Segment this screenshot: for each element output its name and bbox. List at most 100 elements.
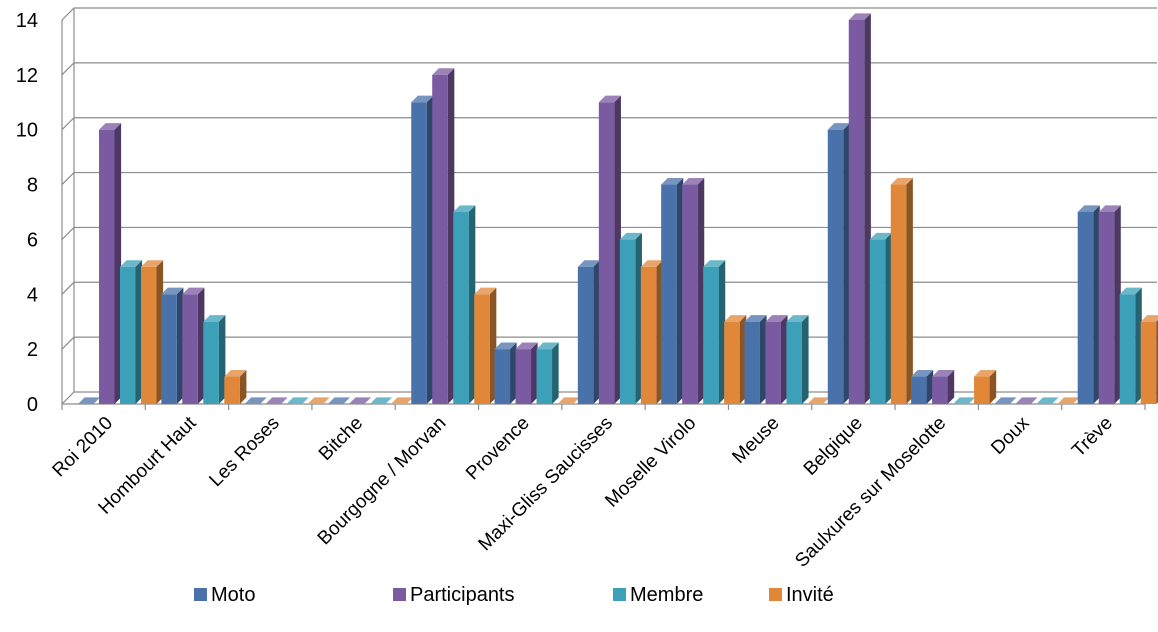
bar bbox=[807, 397, 830, 404]
legend-item: Membre bbox=[613, 584, 703, 606]
bar bbox=[411, 95, 434, 405]
bar-top bbox=[432, 68, 455, 75]
bar bbox=[974, 369, 997, 404]
bar bbox=[432, 68, 455, 404]
bar-front bbox=[494, 349, 511, 404]
bar bbox=[1036, 397, 1059, 404]
bar bbox=[577, 260, 600, 404]
bar-front bbox=[661, 184, 677, 404]
legend-swatch bbox=[393, 588, 406, 601]
legend-label: Moto bbox=[211, 584, 255, 606]
bar-top bbox=[99, 123, 122, 130]
bar-front bbox=[1098, 212, 1115, 404]
bar bbox=[994, 397, 1017, 404]
bar-side bbox=[593, 260, 600, 404]
bar-top bbox=[244, 397, 267, 404]
bar-top bbox=[598, 95, 621, 103]
bar-front bbox=[703, 266, 719, 404]
bar-front bbox=[515, 349, 532, 404]
bar bbox=[932, 369, 955, 404]
bar bbox=[827, 123, 850, 404]
bar-front bbox=[682, 184, 698, 404]
bar-front bbox=[1119, 294, 1136, 404]
y-tick-label: 8 bbox=[27, 175, 38, 197]
bar-front bbox=[932, 376, 948, 404]
bar-side bbox=[697, 177, 705, 404]
x-tick-label: Meuse bbox=[728, 413, 783, 468]
bar-top bbox=[1098, 205, 1121, 212]
x-tick-label: Maxi-Gliss Saucisses bbox=[475, 413, 618, 556]
bar bbox=[703, 260, 726, 404]
bar-side bbox=[864, 13, 871, 405]
bar bbox=[515, 342, 538, 404]
bar bbox=[890, 177, 913, 404]
bar-top bbox=[348, 397, 372, 404]
bar-front bbox=[744, 321, 760, 404]
y-axis-ticks: 0 2 4 6 8 10 12 14 bbox=[16, 10, 38, 416]
bar-top bbox=[911, 369, 934, 377]
bar-top bbox=[307, 397, 330, 404]
bar bbox=[953, 397, 976, 404]
bar-top bbox=[744, 315, 767, 322]
bar-top bbox=[453, 205, 476, 212]
legend-item: Participants bbox=[393, 584, 515, 606]
bar-top bbox=[1057, 397, 1080, 404]
bar-top bbox=[141, 260, 164, 267]
bar-top bbox=[515, 342, 538, 350]
legend-swatch bbox=[194, 588, 207, 601]
bar bbox=[724, 315, 747, 404]
bar-top bbox=[974, 369, 997, 377]
y-tick-label: 0 bbox=[27, 394, 38, 416]
gridline bbox=[61, 62, 1157, 76]
bar-side bbox=[135, 260, 143, 404]
bar bbox=[265, 397, 288, 404]
bar bbox=[99, 123, 122, 404]
y-tick-label: 6 bbox=[27, 229, 38, 251]
bar-front bbox=[453, 212, 469, 404]
bar-front bbox=[99, 129, 115, 404]
bar bbox=[348, 397, 372, 404]
bar-top bbox=[1036, 397, 1059, 404]
bar-top bbox=[765, 315, 788, 322]
bar-top bbox=[265, 397, 288, 404]
gridline bbox=[61, 7, 1157, 21]
bar bbox=[474, 287, 497, 404]
bar-top bbox=[120, 260, 143, 267]
bar-front bbox=[890, 184, 907, 404]
bar-top bbox=[848, 13, 871, 20]
bar-front bbox=[765, 321, 781, 404]
bar-side bbox=[718, 260, 726, 404]
bar bbox=[661, 177, 684, 404]
bar-front bbox=[536, 349, 553, 404]
bar-side bbox=[780, 315, 788, 404]
bar-top bbox=[1077, 205, 1100, 212]
bar-top bbox=[182, 287, 205, 295]
bar-top bbox=[494, 342, 517, 350]
bar-top bbox=[1140, 315, 1158, 322]
bar-top bbox=[577, 260, 600, 267]
bar-front bbox=[203, 321, 219, 404]
bar bbox=[744, 315, 767, 404]
bar bbox=[682, 177, 705, 404]
bar-front bbox=[974, 376, 990, 404]
bar-top bbox=[932, 369, 955, 377]
bar bbox=[224, 369, 247, 404]
gridlines bbox=[61, 7, 1158, 410]
bar-front bbox=[911, 376, 927, 404]
bar bbox=[536, 342, 559, 404]
x-tick-label: Trève bbox=[1068, 413, 1117, 462]
bar bbox=[598, 95, 621, 405]
bar bbox=[1140, 315, 1158, 404]
bar bbox=[390, 397, 414, 404]
bar-side bbox=[759, 315, 767, 404]
x-tick-label: Doux bbox=[987, 412, 1034, 459]
bar-side bbox=[239, 369, 247, 404]
bar-front bbox=[724, 321, 740, 404]
bar-side bbox=[468, 205, 476, 404]
bar-top bbox=[203, 315, 226, 322]
bar-front bbox=[141, 266, 157, 404]
bar bbox=[307, 397, 330, 404]
bar bbox=[120, 260, 143, 404]
